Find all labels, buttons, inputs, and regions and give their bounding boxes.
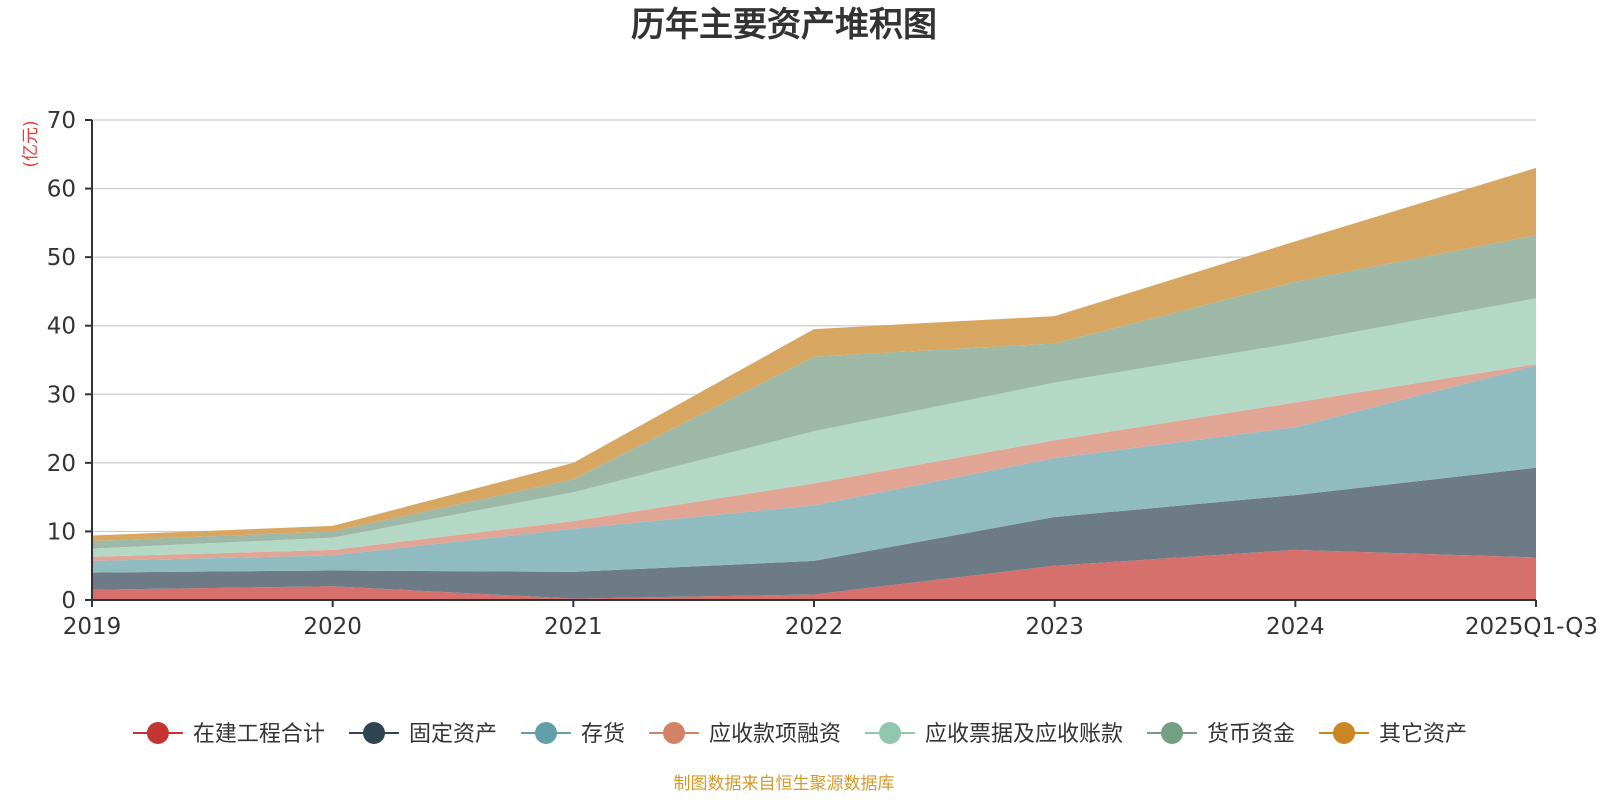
legend-label: 存货 xyxy=(581,722,625,747)
area-series-7[interactable] xyxy=(92,168,1536,541)
legend-item[interactable]: 存货 xyxy=(521,722,625,747)
y-tick-label: 60 xyxy=(47,177,76,203)
y-tick-label: 10 xyxy=(47,519,76,545)
y-tick-label: 30 xyxy=(47,382,76,408)
legend-dot-marker xyxy=(1333,722,1355,744)
chart-title: 历年主要资产堆积图 xyxy=(631,5,937,45)
y-tick-label: 70 xyxy=(47,108,76,134)
legend-label: 在建工程合计 xyxy=(193,722,325,747)
legend-dot-marker xyxy=(535,722,557,744)
legend-item[interactable]: 其它资产 xyxy=(1319,722,1467,747)
legend-dot-marker xyxy=(146,722,169,744)
legend-label: 固定资产 xyxy=(409,722,497,747)
area-series-6[interactable] xyxy=(92,235,1536,549)
legend-item[interactable]: 货币资金 xyxy=(1147,722,1295,747)
legend-label: 应收票据及应收账款 xyxy=(925,722,1123,747)
x-tick-label: 2022 xyxy=(785,614,844,640)
legend-label: 货币资金 xyxy=(1207,722,1295,747)
legend-label: 应收款项融资 xyxy=(709,722,841,747)
tick-labels: 0 10 20 30 40 50 60 70 2019 2020 2021 2022 2023 2024 2… xyxy=(47,108,1598,640)
legend-item[interactable]: 应收票据及应收账款 xyxy=(865,722,1123,747)
y-tick-label: 40 xyxy=(47,314,76,340)
y-tick-label: 20 xyxy=(47,451,76,477)
legend-item[interactable]: 固定资产 xyxy=(349,722,497,747)
x-tick-label: 2020 xyxy=(303,614,362,640)
data-source-note: 制图数据来自恒生聚源数据库 xyxy=(674,774,895,794)
area-series-3[interactable] xyxy=(92,365,1536,573)
area-series-layer xyxy=(92,168,1536,600)
legend-item[interactable]: 应收款项融资 xyxy=(649,722,841,747)
y-axis-unit-label: (亿元) xyxy=(21,120,41,167)
area-series-2[interactable] xyxy=(92,467,1536,599)
x-tick-label: 2025Q1-Q3 xyxy=(1465,614,1598,640)
axes xyxy=(85,119,1537,607)
legend-dot-marker xyxy=(363,722,385,744)
x-tick-label: 2019 xyxy=(63,614,122,640)
y-tick-label: 50 xyxy=(47,245,76,271)
area-series-1[interactable] xyxy=(92,549,1536,600)
legend-dot-marker xyxy=(879,722,901,744)
legend-dot-marker xyxy=(1161,722,1183,744)
x-tick-label: 2024 xyxy=(1266,614,1325,640)
legend: 在建工程合计 固定资产 存货 应收款项融资 应收票据及应收账款 货币资金 其它资产 xyxy=(132,722,1467,747)
y-tick-label: 0 xyxy=(61,588,76,614)
area-series-5[interactable] xyxy=(92,298,1536,557)
x-tick-label: 2023 xyxy=(1025,614,1084,640)
legend-dot-marker xyxy=(663,722,685,744)
x-tick-label: 2021 xyxy=(544,614,603,640)
legend-label: 其它资产 xyxy=(1379,722,1467,747)
legend-item[interactable]: 在建工程合计 xyxy=(132,722,325,747)
